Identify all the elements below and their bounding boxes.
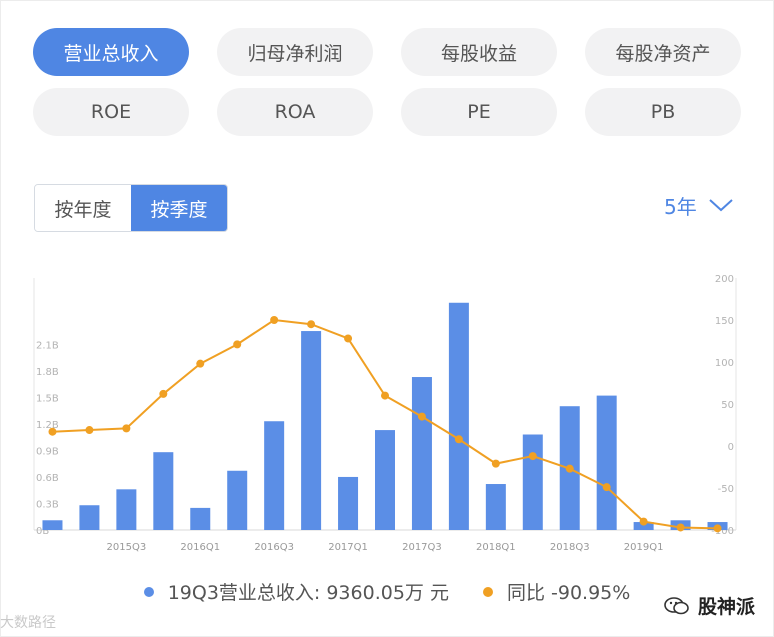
y-left-tick-label: 1.2B (36, 420, 59, 431)
yoy-point (381, 391, 389, 400)
yoy-point (85, 426, 94, 435)
revenue-bar (264, 421, 285, 530)
y-right-tick-label: -50 (718, 484, 734, 495)
revenue-bar (338, 476, 359, 530)
tab-roa[interactable]: ROA (217, 88, 373, 136)
y-left-tick-label: 1.8B (36, 367, 59, 378)
y-left-tick-label: 0.3B (36, 499, 59, 510)
yoy-point (122, 424, 131, 433)
x-tick-label: 2018Q1 (476, 542, 516, 552)
x-tick-label: 2015Q3 (107, 542, 147, 552)
revenue-bar (448, 302, 469, 530)
tab-pe[interactable]: PE (401, 88, 557, 136)
yoy-point (602, 483, 611, 492)
tab-revenue[interactable]: 营业总收入 (33, 28, 189, 76)
revenue-bar (190, 507, 211, 530)
tab-roe[interactable]: ROE (33, 88, 189, 136)
revenue-bar (153, 452, 174, 530)
revenue-bar (116, 489, 137, 530)
revenue-bar (79, 505, 100, 530)
revenue-bar (596, 395, 617, 530)
yoy-point (676, 523, 685, 532)
y-right-tick-label: 100 (715, 358, 734, 369)
wechat-icon (664, 596, 689, 614)
chart-legend: 19Q3营业总收入: 9360.05万 元 同比 -90.95% (0, 578, 774, 605)
yoy-point (159, 389, 168, 398)
range-value: 5年 (664, 194, 697, 219)
y-right-tick-label: 0 (728, 442, 734, 453)
period-toggle: 按年度 按季度 (34, 184, 228, 232)
tab-pb[interactable]: PB (585, 88, 741, 136)
yoy-point (528, 452, 537, 461)
yoy-point (565, 464, 574, 473)
chevron-down-icon (709, 199, 733, 212)
yoy-point (491, 459, 500, 468)
y-left-tick-label: 0.6B (36, 473, 59, 484)
x-tick-label: 2017Q1 (328, 542, 368, 552)
yoy-point (344, 334, 353, 343)
y-left-tick-label: 0B (36, 526, 49, 537)
metric-tabs: 营业总收入 归母净利润 每股收益 每股净资产 ROE ROA PE PB (33, 28, 741, 136)
revenue-bar (411, 377, 432, 530)
yoy-point (196, 359, 205, 368)
yoy-point (417, 412, 426, 421)
legend-revenue-swatch (143, 586, 154, 597)
y-left-tick-label: 0.9B (36, 446, 59, 457)
y-right-tick-label: 50 (721, 400, 734, 411)
y-right-tick-label: 200 (715, 274, 734, 285)
revenue-bar (375, 430, 395, 530)
y-right-tick-label: 150 (715, 316, 734, 327)
revenue-bar (301, 331, 322, 530)
yoy-point (233, 340, 242, 349)
yoy-point (270, 316, 279, 324)
by-quarter-button[interactable]: 按季度 (131, 185, 227, 231)
brand-name: 股神派 (698, 596, 756, 618)
y-right-tick-label: -100 (711, 526, 734, 537)
revenue-chart: 0B 0.3B 0.6B 0.9B 1.2B 1.5B 1.8B 2.1B -100 -50 0 50… (33, 274, 737, 552)
yoy-point (639, 517, 648, 526)
revenue-bar (227, 470, 248, 530)
tab-net-profit[interactable]: 归母净利润 (217, 28, 373, 76)
range-dropdown[interactable]: 5年 (664, 188, 733, 222)
revenue-bar (633, 522, 654, 530)
yoy-point (307, 320, 316, 329)
watermark: 大数路径 (0, 615, 56, 631)
x-tick-label: 2018Q3 (550, 542, 590, 552)
legend-yoy-swatch (482, 586, 493, 597)
y-left-tick-label: 1.5B (36, 393, 59, 404)
by-year-button[interactable]: 按年度 (35, 185, 131, 231)
revenue-bar (485, 484, 506, 530)
tab-eps[interactable]: 每股收益 (401, 28, 557, 76)
revenue-bar (42, 520, 63, 530)
x-tick-label: 2017Q3 (402, 542, 442, 552)
revenue-bar (522, 434, 543, 530)
legend-yoy-label: 同比 -90.95% (506, 582, 631, 604)
y-left-tick-label: 2.1B (36, 340, 59, 351)
x-tick-label: 2016Q3 (254, 542, 294, 552)
tab-bvps[interactable]: 每股净资产 (585, 28, 741, 76)
yoy-point (48, 427, 57, 436)
x-tick-label: 2019Q1 (624, 542, 664, 552)
legend-revenue[interactable]: 19Q3营业总收入: 9360.05万 元 (143, 578, 449, 605)
yoy-point (713, 524, 722, 533)
x-tick-label: 2016Q1 (180, 542, 220, 552)
legend-revenue-label: 19Q3营业总收入: 9360.05万 元 (167, 582, 449, 604)
yoy-point (454, 435, 463, 444)
legend-yoy[interactable]: 同比 -90.95% (482, 578, 631, 605)
brand-logo: 股神派 (664, 592, 755, 619)
